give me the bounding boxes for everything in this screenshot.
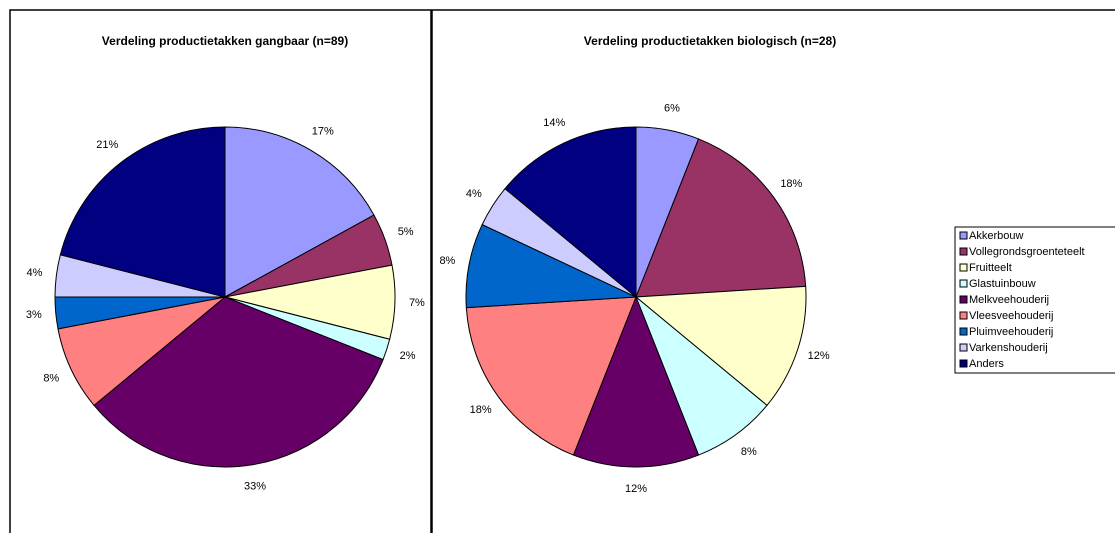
pie-slice bbox=[224, 126, 375, 298]
data-label: 5% bbox=[398, 226, 414, 238]
data-label: 7% bbox=[409, 297, 425, 309]
legend-swatch bbox=[959, 231, 968, 240]
legend-label: Vleesveehouderij bbox=[969, 310, 1053, 322]
legend-swatch bbox=[959, 247, 968, 256]
legend-label: Glastuinbouw bbox=[969, 278, 1036, 290]
pie-slice bbox=[634, 285, 807, 407]
legend-swatch bbox=[959, 359, 968, 368]
legend-swatch bbox=[959, 343, 968, 352]
data-label: 17% bbox=[312, 126, 334, 138]
data-label: 3% bbox=[26, 309, 42, 321]
legend-label: Fruitteelt bbox=[969, 262, 1012, 274]
legend-swatch bbox=[959, 295, 968, 304]
data-label: 18% bbox=[470, 404, 492, 416]
data-label: 8% bbox=[439, 255, 455, 267]
pie-slice bbox=[504, 126, 637, 299]
data-label: 12% bbox=[808, 350, 830, 362]
data-label: 4% bbox=[27, 267, 43, 279]
left-frame bbox=[9, 9, 432, 538]
chart-title: Verdeling productietakken biologisch (n=… bbox=[584, 34, 836, 48]
legend-swatch bbox=[959, 327, 968, 336]
legend-label: Varkenshouderij bbox=[969, 342, 1048, 354]
pie-slice bbox=[59, 126, 226, 298]
data-label: 6% bbox=[664, 102, 680, 114]
data-label: 8% bbox=[43, 373, 59, 385]
legend-swatch bbox=[959, 311, 968, 320]
data-label: 4% bbox=[466, 188, 482, 200]
legend-label: Vollegrondsgroenteteelt bbox=[969, 246, 1085, 258]
legend-swatch bbox=[959, 279, 968, 288]
data-label: 12% bbox=[625, 483, 647, 495]
pie-slice bbox=[465, 296, 637, 456]
data-label: 21% bbox=[96, 139, 118, 151]
legend-label: Akkerbouw bbox=[969, 230, 1023, 242]
right-frame bbox=[431, 9, 1115, 538]
pie-slice bbox=[635, 138, 807, 298]
data-label: 2% bbox=[400, 350, 416, 362]
chart-title: Verdeling productietakken gangbaar (n=89… bbox=[102, 34, 348, 48]
data-label: 18% bbox=[780, 178, 802, 190]
legend-swatch bbox=[959, 263, 968, 272]
pie-slice bbox=[572, 295, 700, 468]
legend-label: Melkveehouderij bbox=[969, 294, 1049, 306]
data-label: 14% bbox=[543, 117, 565, 129]
legend-label: Pluimveehouderij bbox=[969, 326, 1053, 338]
data-label: 33% bbox=[244, 481, 266, 493]
pie-slice bbox=[93, 296, 384, 468]
legend bbox=[954, 226, 1115, 374]
legend-label: Anders bbox=[969, 358, 1004, 370]
data-label: 8% bbox=[741, 446, 757, 458]
